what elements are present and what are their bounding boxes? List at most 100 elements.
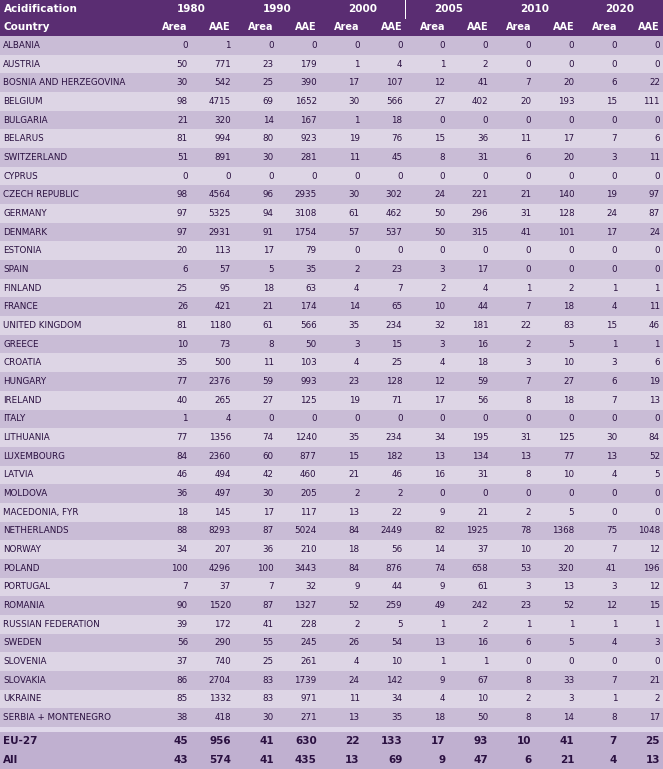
Bar [276, 447, 320, 465]
Text: 0: 0 [440, 414, 446, 424]
Bar [491, 354, 534, 372]
Bar [276, 241, 320, 260]
Bar [234, 316, 276, 335]
Bar [148, 391, 191, 410]
Bar [320, 129, 363, 148]
Text: 21: 21 [477, 508, 489, 517]
Bar [191, 690, 234, 708]
Text: 50: 50 [477, 713, 489, 722]
Bar [620, 148, 663, 167]
Bar [620, 111, 663, 129]
Bar [620, 167, 663, 185]
Text: 210: 210 [300, 545, 317, 554]
Bar [320, 541, 363, 559]
Text: 37: 37 [219, 582, 231, 591]
Text: 54: 54 [391, 638, 402, 647]
Bar [534, 652, 577, 671]
Bar [491, 521, 534, 541]
Bar [448, 634, 491, 652]
Text: 101: 101 [558, 228, 574, 237]
Bar [406, 19, 448, 36]
Text: 3: 3 [440, 265, 446, 274]
Bar [363, 148, 406, 167]
Bar [491, 410, 534, 428]
Text: POLAND: POLAND [3, 564, 40, 573]
Text: 0: 0 [654, 59, 660, 68]
Text: BULGARIA: BULGARIA [3, 115, 48, 125]
Text: 2: 2 [354, 620, 359, 629]
Text: 3: 3 [526, 582, 531, 591]
Text: 23: 23 [263, 59, 274, 68]
Bar [534, 372, 577, 391]
Text: 81: 81 [177, 135, 188, 143]
Bar [406, 428, 448, 447]
Bar [577, 578, 620, 596]
Text: 25: 25 [177, 284, 188, 293]
Text: 771: 771 [214, 59, 231, 68]
Bar [577, 372, 620, 391]
Bar [276, 596, 320, 615]
Bar [406, 148, 448, 167]
Bar [0, 615, 148, 634]
Bar [620, 503, 663, 521]
Text: 259: 259 [386, 601, 402, 610]
Text: 500: 500 [214, 358, 231, 368]
Bar [148, 708, 191, 727]
Bar [0, 410, 148, 428]
Text: 1: 1 [440, 657, 446, 666]
Text: 134: 134 [471, 451, 489, 461]
Text: RUSSIAN FEDERATION: RUSSIAN FEDERATION [3, 620, 99, 629]
Bar [276, 578, 320, 596]
Text: 25: 25 [646, 736, 660, 746]
Text: 57: 57 [219, 265, 231, 274]
Bar [577, 596, 620, 615]
Text: CZECH REPUBLIC: CZECH REPUBLIC [3, 190, 79, 199]
Bar [234, 167, 276, 185]
Bar [234, 19, 276, 36]
Bar [620, 521, 663, 541]
Bar [406, 260, 448, 279]
Text: 566: 566 [386, 97, 402, 106]
Bar [406, 279, 448, 298]
Bar [148, 185, 191, 204]
Text: 87: 87 [263, 601, 274, 610]
Text: 1: 1 [569, 620, 574, 629]
Text: Area: Area [248, 22, 274, 32]
Bar [491, 36, 534, 55]
Bar [491, 55, 534, 73]
Text: 7: 7 [611, 396, 617, 404]
Text: 2: 2 [526, 508, 531, 517]
Text: 460: 460 [300, 471, 317, 479]
Bar [448, 148, 491, 167]
Bar [406, 354, 448, 372]
Bar [148, 204, 191, 223]
Bar [148, 690, 191, 708]
Bar [191, 559, 234, 578]
Bar [577, 167, 620, 185]
Text: 0: 0 [569, 115, 574, 125]
Bar [491, 372, 534, 391]
Text: 0: 0 [611, 115, 617, 125]
Text: 75: 75 [606, 527, 617, 535]
Text: 17: 17 [606, 228, 617, 237]
Text: 25: 25 [263, 657, 274, 666]
Bar [320, 354, 363, 372]
Bar [577, 428, 620, 447]
Bar [491, 19, 534, 36]
Text: ALBANIA: ALBANIA [3, 41, 41, 50]
Bar [620, 428, 663, 447]
Text: 891: 891 [214, 153, 231, 162]
Text: 0: 0 [526, 41, 531, 50]
Bar [448, 428, 491, 447]
Text: 0: 0 [654, 508, 660, 517]
Text: 31: 31 [520, 433, 531, 442]
Bar [491, 634, 534, 652]
Text: 13: 13 [434, 451, 446, 461]
Text: 0: 0 [654, 265, 660, 274]
Text: 41: 41 [259, 736, 274, 746]
Bar [448, 690, 491, 708]
Text: 42: 42 [263, 471, 274, 479]
Text: 0: 0 [526, 414, 531, 424]
Text: 0: 0 [569, 59, 574, 68]
Bar [234, 279, 276, 298]
